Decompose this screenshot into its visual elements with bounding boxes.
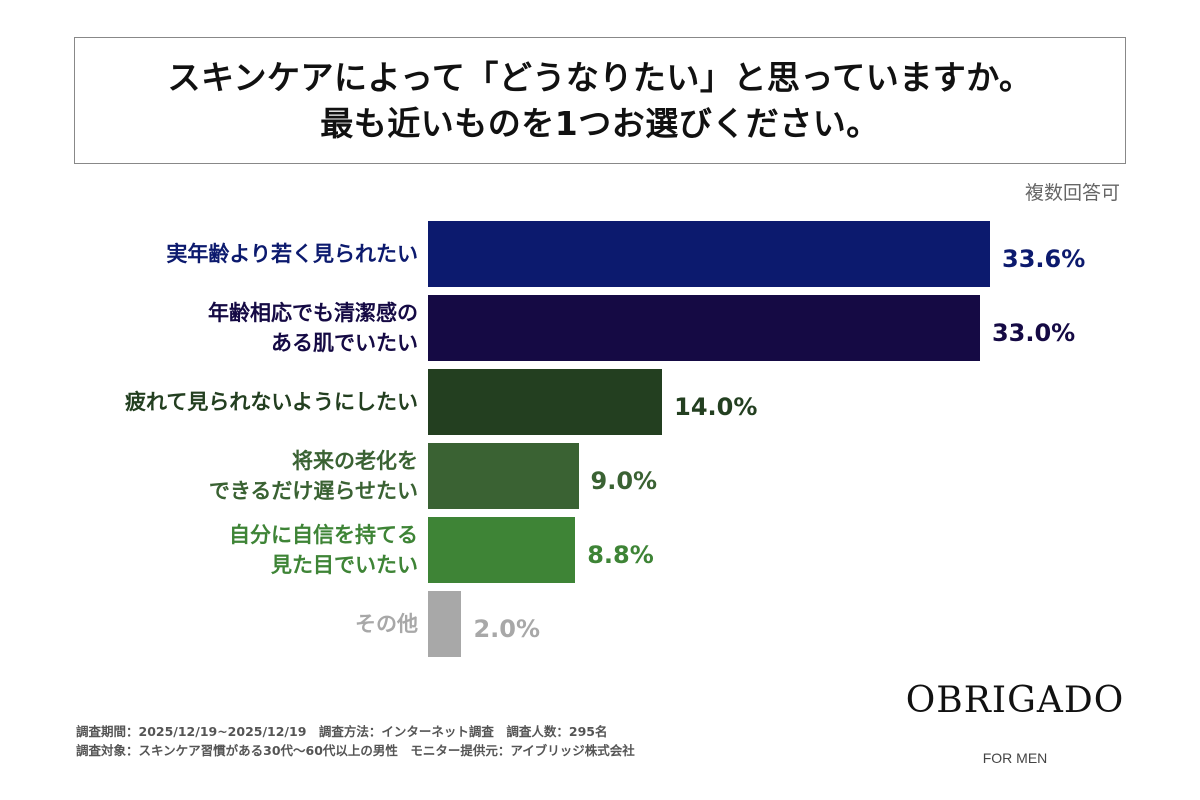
title-line-2: 最も近いものを1つお選びください。 xyxy=(320,103,880,143)
value-label: 33.0% xyxy=(991,319,1076,347)
bar xyxy=(428,517,576,583)
survey-footer: 調査期間：2025/12/19~2025/12/19 調査方法：インターネット調… xyxy=(76,722,635,760)
category-label: その他 xyxy=(355,612,418,636)
bar xyxy=(428,221,990,287)
bar xyxy=(428,295,980,361)
value-label: 33.6% xyxy=(1002,245,1086,273)
bar-row: 実年齢より若く見られたい 33.6% xyxy=(0,221,1200,287)
brand-logo: OBRIGADO xyxy=(905,680,1125,721)
bar-row: 疲れて見られないようにしたい 14.0% xyxy=(0,369,1200,435)
bar-row: その他 2.0% xyxy=(0,591,1200,657)
value-label: 2.0% xyxy=(473,615,540,643)
category-label: 将来の老化を できるだけ遅らせたい xyxy=(208,449,418,503)
value-label: 14.0% xyxy=(674,393,758,421)
value-label: 9.0% xyxy=(590,467,658,495)
bar-row: 将来の老化を できるだけ遅らせたい 9.0% xyxy=(0,443,1200,509)
category-label: 自分に自信を持てる 見た目でいたい xyxy=(229,523,418,577)
bar xyxy=(428,591,462,657)
title-line-1: スキンケアによって「どうなりたい」と思っていますか。 xyxy=(167,57,1033,97)
bar-row: 年齢相応でも清潔感の ある肌でいたい 33.0% xyxy=(0,295,1200,361)
category-label: 疲れて見られないようにしたい xyxy=(125,390,418,414)
multiple-answer-note: 複数回答可 xyxy=(1024,182,1120,204)
bar xyxy=(428,443,579,509)
footer-line-2: 調査対象：スキンケア習慣がある30代～60代以上の男性 モニター提供元：アイブリ… xyxy=(76,743,635,758)
value-label: 8.8% xyxy=(587,541,654,569)
bar-row: 自分に自信を持てる 見た目でいたい 8.8% xyxy=(0,517,1200,583)
bar xyxy=(428,369,663,435)
category-label: 年齢相応でも清潔感の ある肌でいたい xyxy=(208,301,418,355)
chart-title: スキンケアによって「どうなりたい」と思っていますか。 最も近いものを1つお選びく… xyxy=(74,37,1126,164)
brand-subtitle: FOR MEN xyxy=(982,750,1048,766)
category-label: 実年齢より若く見られたい xyxy=(166,242,418,266)
footer-line-1: 調査期間：2025/12/19~2025/12/19 調査方法：インターネット調… xyxy=(76,724,608,739)
